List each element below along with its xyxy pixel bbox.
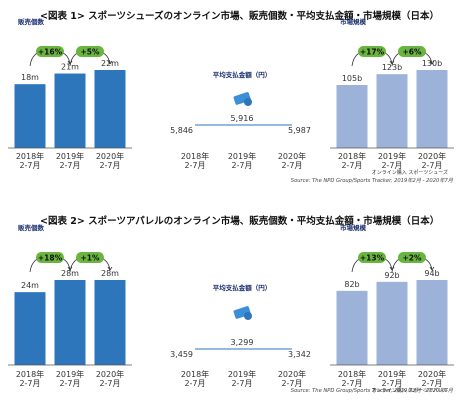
growth-badge-label: +17%	[360, 47, 385, 56]
tick-label: 2-7月	[99, 379, 120, 388]
data-label: 3,299	[231, 338, 254, 347]
data-label: 5,916	[231, 114, 254, 123]
tick-label: 2020年	[278, 369, 306, 379]
axis-note: オンライン購入 スポーツアパレル	[372, 387, 448, 394]
tick-label: 2-7月	[184, 379, 205, 388]
growth-badge	[358, 252, 386, 263]
panel-label: 販売個数	[18, 223, 45, 232]
data-label: 123b	[382, 63, 402, 72]
tick-label: 2018年	[181, 369, 209, 379]
tick-label: 2020年	[418, 369, 446, 379]
tick-label: 2019年	[228, 151, 256, 161]
bar	[376, 74, 408, 148]
data-label: 105b	[342, 74, 362, 83]
figure-2-chart: 販売個数24m2018年2-7月28m2019年2-7月28m2020年2-7月…	[8, 223, 454, 394]
tick-label: 2-7月	[59, 161, 80, 170]
data-label: 28m	[101, 269, 119, 278]
tick-label: 2-7月	[281, 379, 302, 388]
growth-badge	[76, 252, 104, 263]
panel-label: 市場規模	[340, 17, 367, 26]
bar	[416, 70, 448, 148]
growth-badge-label: +6%	[402, 47, 422, 56]
growth-badge-label: +18%	[38, 253, 63, 262]
data-label: 3,459	[170, 350, 193, 359]
tick-label: 2-7月	[341, 379, 362, 388]
tick-label: 2018年	[16, 369, 44, 379]
data-label: 3,342	[288, 350, 311, 359]
tick-label: 2019年	[378, 369, 406, 379]
growth-badge-label: +1%	[80, 253, 100, 262]
bar	[94, 70, 126, 148]
tick-label: 2018年	[338, 151, 366, 161]
growth-badge	[36, 46, 64, 57]
bar	[14, 84, 46, 148]
growth-badge	[76, 46, 104, 57]
tick-label: 2-7月	[421, 161, 442, 170]
growth-badge-label: +13%	[360, 253, 385, 262]
tick-label: 2-7月	[281, 161, 302, 170]
bar	[94, 280, 126, 365]
bar	[336, 85, 368, 148]
data-label: 24m	[21, 281, 39, 290]
figure-source: Source: The NPD Group/Sports Tracker, 20…	[290, 388, 453, 394]
bar	[14, 292, 46, 365]
tick-label: 2018年	[181, 151, 209, 161]
tick-label: 2020年	[418, 151, 446, 161]
data-label: 94b	[424, 269, 439, 278]
tick-label: 2-7月	[231, 379, 252, 388]
tick-label: 2019年	[228, 369, 256, 379]
panel-label: 市場規模	[340, 223, 367, 232]
tick-label: 2-7月	[184, 161, 205, 170]
data-label: 21m	[61, 63, 79, 72]
bar	[54, 280, 86, 365]
tick-label: 2-7月	[381, 161, 402, 170]
tick-label: 2018年	[338, 369, 366, 379]
growth-badge	[398, 46, 426, 57]
axis-note: オンライン購入 スポーツシューズ	[372, 169, 448, 176]
tick-label: 2019年	[56, 151, 84, 161]
figure-1: <図表 1> スポーツシューズのオンライン市場、販売個数・平均支払金額・市場規模…	[0, 0, 461, 198]
bar	[336, 290, 368, 365]
data-label: 5,987	[288, 126, 311, 135]
panel-label: 販売個数	[18, 17, 45, 26]
figure-1-chart: 販売個数18m2018年2-7月21m2019年2-7月22m2020年2-7月…	[8, 17, 454, 176]
money-icon	[233, 306, 252, 320]
growth-badge-label: +5%	[80, 47, 100, 56]
tick-label: 2019年	[378, 151, 406, 161]
figure-2: <図表 2> スポーツアパレルのオンライン市場、販売個数・平均支払金額・市場規模…	[0, 200, 461, 398]
tick-label: 2-7月	[231, 161, 252, 170]
bar	[376, 281, 408, 365]
tick-label: 2-7月	[19, 379, 40, 388]
tick-label: 2-7月	[341, 161, 362, 170]
tick-label: 2-7月	[381, 379, 402, 388]
tick-label: 2-7月	[19, 161, 40, 170]
data-label: 92b	[384, 271, 399, 280]
figure-source: Source: The NPD Group/Sports Tracker, 20…	[290, 178, 453, 184]
panel-label: 平均支払金額（円）	[213, 70, 272, 79]
bar	[54, 73, 86, 148]
tick-label: 2019年	[56, 369, 84, 379]
tick-label: 2020年	[278, 151, 306, 161]
panel-label: 平均支払金額（円）	[213, 283, 272, 292]
data-label: 5,846	[170, 126, 193, 135]
tick-label: 2-7月	[59, 379, 80, 388]
tick-label: 2018年	[16, 151, 44, 161]
growth-badge	[36, 252, 64, 263]
growth-badge-label: +2%	[402, 253, 422, 262]
data-label: 82b	[344, 280, 359, 289]
growth-badge-label: +16%	[38, 47, 63, 56]
tick-label: 2-7月	[421, 379, 442, 388]
data-label: 28m	[61, 269, 79, 278]
figure-title: <図表 2> スポーツアパレルのオンライン市場、販売個数・平均支払金額・市場規模…	[40, 216, 440, 227]
money-icon	[233, 92, 252, 106]
tick-label: 2020年	[96, 369, 124, 379]
tick-label: 2-7月	[99, 161, 120, 170]
bar	[416, 280, 448, 365]
data-label: 18m	[21, 73, 39, 82]
tick-label: 2020年	[96, 151, 124, 161]
growth-badge	[358, 46, 386, 57]
figure-title: <図表 1> スポーツシューズのオンライン市場、販売個数・平均支払金額・市場規模…	[40, 11, 439, 22]
growth-badge	[398, 252, 426, 263]
